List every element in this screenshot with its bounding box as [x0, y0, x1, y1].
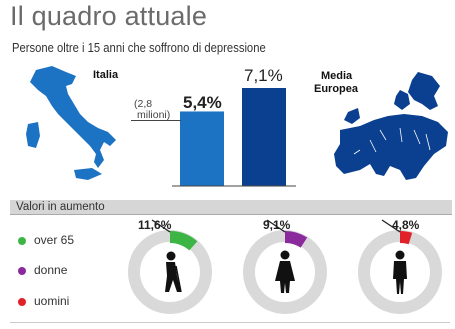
- europa-label-line2: Europea: [314, 83, 359, 95]
- woman-icon: [275, 250, 295, 293]
- page-subtitle: Persone oltre i 15 anni che soffrono di …: [12, 41, 266, 55]
- legend-uomini: uomini: [18, 294, 69, 308]
- legend-dot-over65: [18, 236, 26, 245]
- bar-europa: [242, 88, 286, 186]
- section-header: Valori in aumento: [10, 200, 452, 215]
- bar-value-italia: 5,4%: [183, 93, 222, 112]
- section-title: Valori in aumento: [16, 201, 105, 213]
- europa-label-line1: Media: [321, 70, 353, 82]
- footer-divider: [10, 322, 450, 323]
- legend-label-over65: over 65: [34, 233, 75, 247]
- milioni-annotation-line1: (2,8: [134, 98, 153, 110]
- italy-map-icon: [26, 66, 116, 180]
- legend-donne: donne: [18, 263, 67, 277]
- pct-label-over65: 11,6%: [138, 218, 172, 232]
- leader-over65: [151, 219, 171, 233]
- legend-over65: over 65: [18, 233, 74, 247]
- milioni-underline: [131, 120, 181, 121]
- legend-label-uomini: uomini: [34, 294, 70, 308]
- pct-label-donne: 9,1%: [263, 218, 291, 232]
- page-title: Il quadro attuale: [10, 1, 208, 31]
- depression-bar-chart: [172, 88, 296, 187]
- pct-label-uomini: 4,8%: [392, 218, 420, 232]
- italia-label: Italia: [93, 69, 119, 81]
- bar-italia: [180, 111, 224, 186]
- legend-label-donne: donne: [34, 263, 68, 277]
- bar-value-europa: 7,1%: [244, 66, 283, 85]
- leader-donne: [266, 219, 286, 233]
- legend-dot-donne: [18, 266, 26, 275]
- europe-map-icon: [334, 72, 448, 180]
- legend-dot-uomini: [18, 297, 26, 306]
- elderly-person-icon: [165, 251, 182, 293]
- milioni-annotation-line2: milioni): [137, 109, 171, 121]
- leader-uomini: [381, 219, 401, 233]
- man-icon: [393, 250, 407, 294]
